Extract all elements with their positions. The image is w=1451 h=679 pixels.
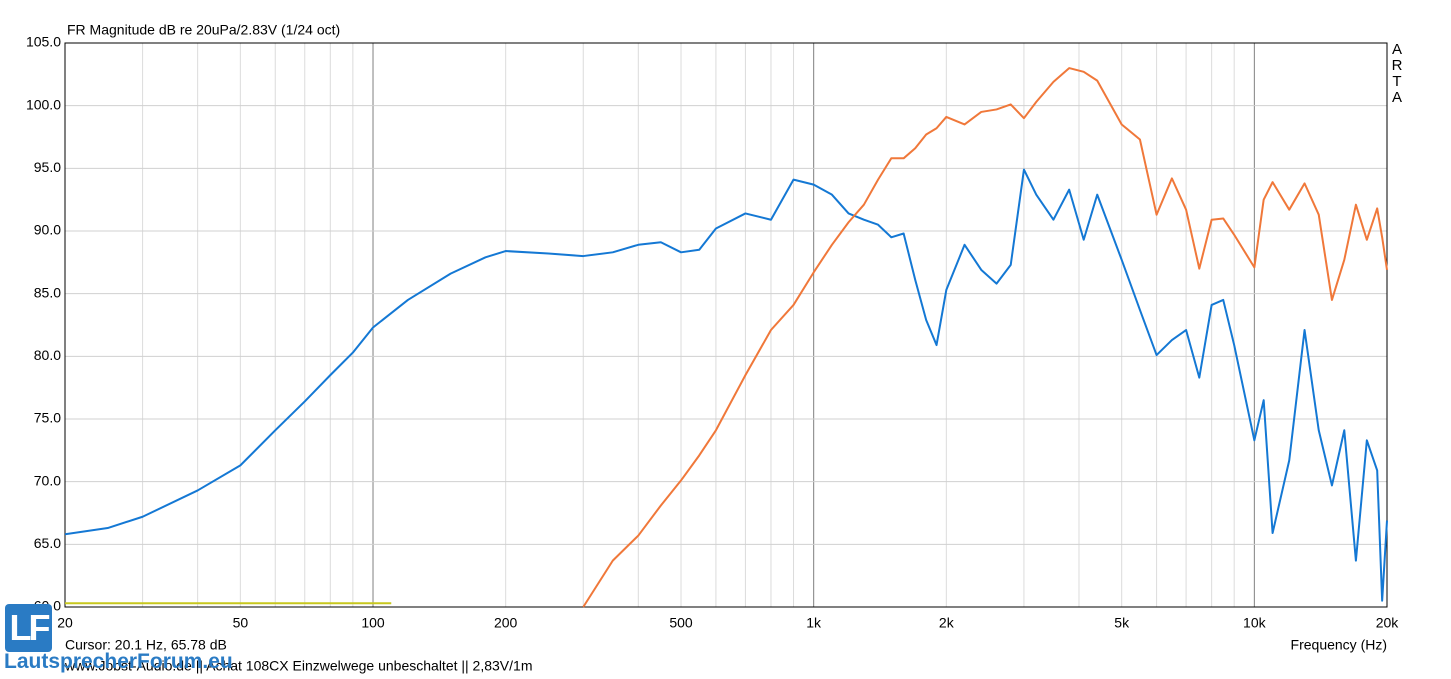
plot-frame (64, 42, 1388, 608)
x-tick-label: 5k (1114, 615, 1130, 631)
logo-mark: LF (5, 604, 52, 652)
y-tick-label: 75.0 (34, 410, 61, 426)
series-line (582, 67, 1388, 608)
y-tick-label: 65.0 (34, 535, 61, 551)
x-tick-label: 200 (494, 615, 518, 631)
y-tick-label: 100.0 (26, 96, 61, 112)
cursor-readout: Cursor: 20.1 Hz, 65.78 dB (65, 637, 227, 653)
y-tick-label: 105.0 (26, 34, 61, 50)
logo-text: LautsprecherForum.eu (4, 650, 233, 673)
x-tick-label: 500 (669, 615, 693, 631)
x-tick-label: 1k (806, 615, 822, 631)
x-tick-label: 100 (361, 615, 385, 631)
x-tick-label: 20 (57, 615, 73, 631)
y-tick-label: 80.0 (34, 347, 61, 363)
y-tick-label: 85.0 (34, 284, 61, 300)
series-line (65, 168, 1388, 602)
y-tick-label: 95.0 (34, 159, 61, 175)
x-tick-label: 50 (233, 615, 249, 631)
x-tick-label: 20k (1376, 615, 1400, 631)
y-tick-label: 90.0 (34, 222, 61, 238)
x-tick-label: 10k (1243, 615, 1267, 631)
y-tick-label: 70.0 (34, 472, 61, 488)
watermark: ARTA (1391, 41, 1403, 106)
x-axis-label: Frequency (Hz) (1291, 637, 1387, 653)
x-tick-label: 2k (939, 615, 955, 631)
footer-note: www.Jobst-Audio.de || Achat 108CX Einzwe… (64, 658, 532, 674)
chart-title: FR Magnitude dB re 20uPa/2.83V (1/24 oct… (67, 22, 340, 38)
